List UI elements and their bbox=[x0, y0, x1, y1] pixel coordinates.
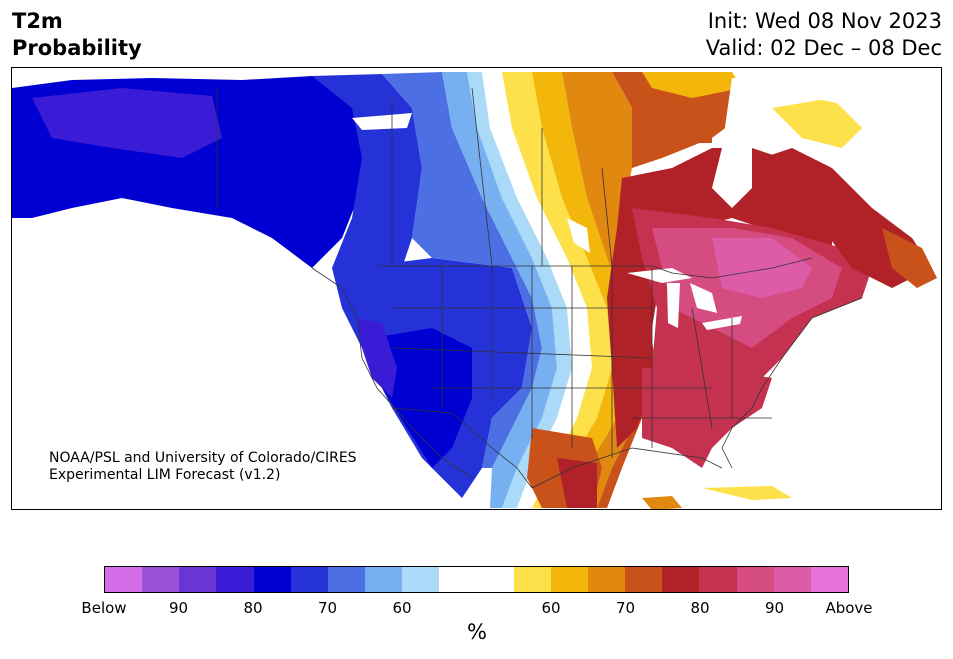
colorbar-neutral-segment bbox=[439, 567, 514, 592]
colorbar-tick-label: 90 bbox=[168, 599, 189, 617]
colorbar-tick-label: 70 bbox=[317, 599, 338, 617]
cool-band-2 bbox=[442, 72, 557, 508]
colorbar-tick-label: 80 bbox=[690, 599, 710, 617]
island-baffin bbox=[772, 98, 862, 148]
coastline-west bbox=[311, 267, 473, 479]
warm-region-northeast bbox=[732, 148, 932, 288]
colorbar-below-segment bbox=[105, 567, 143, 592]
warm-band-1 bbox=[502, 72, 612, 508]
colorbar-above-segment bbox=[736, 567, 774, 592]
canada-provinces bbox=[391, 87, 613, 267]
credit-line-2: Experimental LIM Forecast (v1.2) bbox=[49, 467, 281, 483]
us-mexico-border bbox=[391, 407, 533, 489]
lake-huron bbox=[690, 283, 717, 313]
colorbar-tick-label: 60 bbox=[392, 599, 412, 617]
island-cuba bbox=[702, 486, 792, 500]
colorbar-below-segment bbox=[216, 567, 254, 592]
cool-band-1 bbox=[382, 72, 542, 468]
colorbar-below-segment bbox=[327, 567, 366, 592]
colorbar-above-segment bbox=[625, 567, 663, 592]
title-product: Probability bbox=[12, 36, 142, 60]
colorbar-below-segment bbox=[290, 567, 328, 592]
probability-map bbox=[11, 67, 942, 510]
lake-michigan bbox=[667, 283, 680, 328]
cold-core-southwest bbox=[372, 328, 472, 468]
colorbar-above-segment bbox=[513, 567, 551, 592]
colorbar-above-segment bbox=[699, 567, 737, 592]
island-arctic-1 bbox=[642, 72, 742, 98]
colorbar-above-segment bbox=[773, 567, 811, 592]
colorbar-tick-label: 60 bbox=[541, 599, 561, 617]
colorbar-above-segment bbox=[810, 567, 849, 592]
colorbar-above-segment bbox=[662, 567, 700, 592]
colorbar-below-segment bbox=[402, 567, 440, 592]
colorbar-tick-label: 70 bbox=[615, 599, 636, 617]
island-hispaniola bbox=[642, 496, 682, 509]
colorbar-below-segment bbox=[179, 567, 217, 592]
warm-core-quebec bbox=[712, 238, 812, 298]
cold-core-california bbox=[357, 318, 397, 398]
colorbar-above-segment bbox=[550, 567, 589, 592]
colorbar bbox=[104, 566, 849, 593]
warm-region-labrador bbox=[882, 228, 937, 288]
init-date: Init: Wed 08 Nov 2023 bbox=[707, 9, 942, 33]
title-variable: T2m bbox=[12, 9, 63, 33]
colorbar-above-segment bbox=[588, 567, 626, 592]
neutral-band bbox=[482, 72, 592, 508]
lake-superior bbox=[627, 268, 692, 283]
colorbar-tick-label: Above bbox=[825, 599, 873, 617]
cool-band-3 bbox=[467, 72, 572, 508]
colorbar-unit: % bbox=[467, 620, 487, 644]
forecast-dates: Init: Wed 08 Nov 2023 Valid: 02 Dec – 08… bbox=[706, 8, 942, 62]
colorbar-tick-label: 90 bbox=[764, 599, 785, 617]
island-arctic-2 bbox=[682, 123, 712, 143]
political-borders bbox=[216, 87, 863, 489]
data-credit: NOAA/PSL and University of Colorado/CIRE… bbox=[49, 450, 357, 484]
colorbar-tick-label: 80 bbox=[243, 599, 263, 617]
credit-line-1: NOAA/PSL and University of Colorado/CIRE… bbox=[49, 450, 357, 466]
coastline-gulf bbox=[531, 447, 723, 489]
map-title: T2m Probability bbox=[12, 8, 142, 62]
coastline-east bbox=[721, 297, 863, 469]
probability-shading bbox=[12, 72, 941, 509]
us-states-grid bbox=[391, 266, 772, 458]
colorbar-tick-label: Below bbox=[81, 599, 127, 617]
cold-core-alaska bbox=[32, 88, 222, 158]
valid-dates: Valid: 02 Dec – 08 Dec bbox=[705, 36, 942, 60]
lake-winnipeg bbox=[567, 218, 590, 253]
us-canada-border bbox=[377, 257, 813, 279]
colorbar-below-segment bbox=[365, 567, 403, 592]
lake-great-slave bbox=[352, 113, 412, 130]
colorbar-below-segment bbox=[253, 567, 291, 592]
map-canvas bbox=[12, 72, 941, 509]
colorbar-below-segment bbox=[142, 567, 180, 592]
warm-band-2 bbox=[532, 72, 632, 508]
hudson-bay bbox=[712, 78, 941, 208]
